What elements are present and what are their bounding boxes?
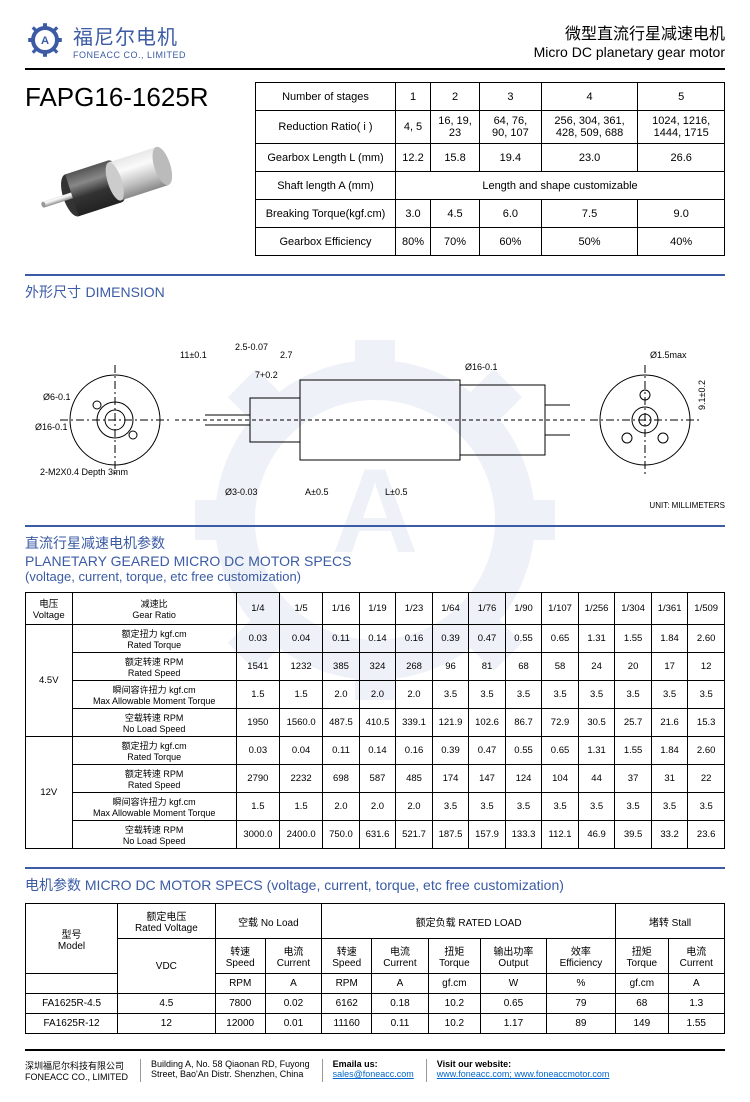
svg-text:Ø3-0.03: Ø3-0.03: [225, 487, 258, 497]
svg-text:2-M2X0.4 Depth 3mm: 2-M2X0.4 Depth 3mm: [40, 467, 128, 477]
svg-text:L±0.5: L±0.5: [385, 487, 407, 497]
motor-section: 电机参数 MICRO DC MOTOR SPECS (voltage, curr…: [25, 867, 725, 895]
unit-label: UNIT: MILLIMETERS: [649, 501, 725, 510]
header-title-en: Micro DC planetary gear motor: [534, 44, 725, 60]
svg-text:Ø1.5max: Ø1.5max: [650, 350, 687, 360]
stages-table: Number of stages12345Reduction Ratio( i …: [255, 82, 725, 256]
svg-text:11±0.1: 11±0.1: [180, 350, 207, 360]
header: A 福尼尔电机 FONEACC CO., LIMITED 微型直流行星减速电机 …: [25, 20, 725, 70]
svg-text:9.1±0.2: 9.1±0.2: [697, 380, 707, 410]
svg-text:2.7: 2.7: [280, 350, 293, 360]
website-link[interactable]: www.foneacc.com; www.foneaccmotor.com: [437, 1069, 610, 1079]
company-name-cn: 福尼尔电机: [73, 21, 186, 50]
svg-text:A±0.5: A±0.5: [305, 487, 328, 497]
gear-icon: A: [25, 20, 65, 60]
footer: 深圳福尼尔科技有限公司 FONEACC CO., LIMITED Buildin…: [25, 1049, 725, 1082]
dimension-drawing: Ø6-0.1 Ø16-0.1 2-M2X0.4 Depth 3mm 11±0.1…: [25, 310, 725, 510]
svg-text:2.5-0.07: 2.5-0.07: [235, 342, 268, 352]
company-name-en: FONEACC CO., LIMITED: [73, 50, 186, 60]
specs-section: 直流行星减速电机参数 PLANETARY GEARED MICRO DC MOT…: [25, 525, 725, 584]
svg-text:A: A: [41, 35, 49, 47]
svg-text:Ø6-0.1: Ø6-0.1: [43, 392, 71, 402]
svg-text:Ø16-0.1: Ø16-0.1: [465, 362, 498, 372]
motor-table: 型号Model额定电压Rated Voltage空载 No Load额定负载 R…: [25, 903, 725, 1034]
svg-text:7+0.2: 7+0.2: [255, 370, 278, 380]
motor-image: [25, 123, 195, 243]
company-logo: A 福尼尔电机 FONEACC CO., LIMITED: [25, 20, 186, 60]
svg-text:Ø16-0.1: Ø16-0.1: [35, 422, 68, 432]
header-title-cn: 微型直流行星减速电机: [534, 20, 725, 44]
model-name: FAPG16-1625R: [25, 82, 235, 113]
email-link[interactable]: sales@foneacc.com: [333, 1069, 414, 1079]
specs-table: 电压Voltage减速比Gear Ratio1/41/51/161/191/23…: [25, 592, 725, 849]
dimension-section: 外形尺寸 DIMENSION: [25, 274, 725, 302]
